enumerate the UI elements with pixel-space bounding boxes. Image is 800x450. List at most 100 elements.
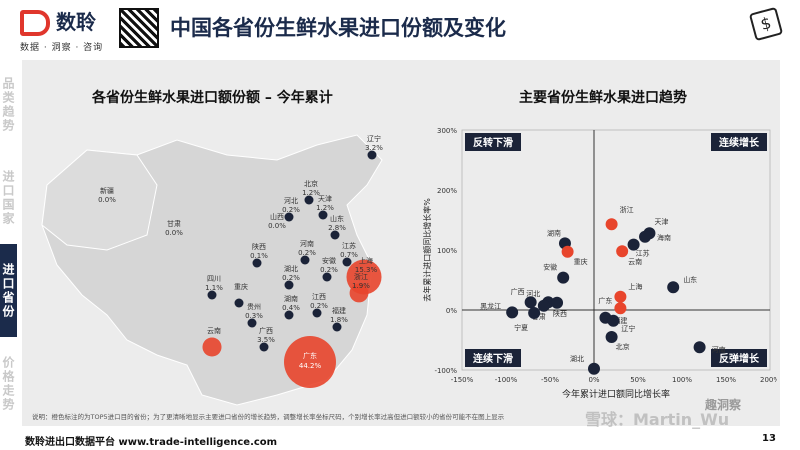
quadrant-label-bottom-right: 反弹增长 [719, 352, 760, 365]
footer: 数聆进出口数据平台 www.trade-intelligence.com 13 [0, 430, 800, 450]
map-label-湖南: 湖南 [284, 294, 298, 303]
x-tick-label: 0% [588, 376, 599, 384]
y-tick-label: 100% [437, 247, 457, 255]
scatter-point-上海 [614, 290, 627, 303]
map-share-广东: 44.2% [299, 362, 322, 370]
map-label-重庆: 重庆 [234, 282, 248, 291]
scatter-point-陕西 [551, 296, 564, 309]
scatter-label-江苏: 江苏 [636, 249, 650, 258]
china-map: 辽宁3.2%北京1.2%天津1.2%河北0.2%山西0.0%山东2.8%江苏0.… [41, 134, 383, 415]
map-dot-北京 [304, 195, 314, 205]
map-share-贵州: 0.3% [245, 312, 263, 320]
map-share-安徽: 0.2% [320, 266, 338, 274]
brand-logo-icon [20, 10, 50, 36]
sidebar-item-category-trend[interactable]: 品类趋势 [0, 58, 17, 151]
x-tick-label: 50% [630, 376, 646, 384]
map-label-福建: 福建 [332, 306, 346, 315]
map-share-新疆: 0.0% [98, 196, 116, 204]
scatter-label-安徽: 安徽 [543, 263, 557, 272]
header: 数聆 数据 · 洞察 · 咨询 中国各省份生鲜水果进口份额及变化 $ [0, 0, 800, 58]
map-share-陕西: 0.1% [250, 252, 268, 260]
scatter-point-辽宁 [607, 314, 620, 327]
x-tick-label: 200% [760, 376, 777, 384]
x-tick-label: 100% [672, 376, 692, 384]
xinjiang-region [41, 149, 158, 251]
map-share-湖南: 0.4% [282, 304, 300, 312]
map-share-山西: 0.0% [268, 222, 286, 230]
scatter-point-安徽 [557, 271, 570, 284]
sidebar-item-import-country[interactable]: 进口国家 [0, 151, 17, 244]
footnote: 说明：橙色标注的为TOP5进口目的省份；为了更清晰地显示主要进口省份的增长趋势，… [32, 413, 505, 421]
scatter-point-江苏 [627, 238, 640, 251]
map-dot-江苏 [342, 257, 352, 267]
scatter-label-黑龙江: 黑龙江 [480, 301, 501, 310]
map-share-山东: 2.8% [328, 224, 346, 232]
map-share-湖北: 0.2% [282, 274, 300, 282]
map-share-北京: 1.2% [302, 189, 320, 197]
scatter-point-黑龙江 [506, 306, 519, 319]
chart-title: 主要省份生鲜水果进口趋势 [519, 90, 687, 106]
map-label-海南: 海南 [265, 414, 279, 415]
y-tick-label: 0% [446, 307, 457, 315]
map-label-陕西: 陕西 [252, 242, 266, 251]
map-dot-广西 [259, 342, 269, 352]
scatter-label-河南: 河南 [712, 345, 726, 354]
map-label-甘肃: 甘肃 [167, 219, 181, 228]
map-label-上海: 上海 [359, 256, 373, 265]
map-dot-福建 [332, 322, 342, 332]
map-dot-湖北 [284, 280, 294, 290]
scatter-label-陕西: 陕西 [553, 309, 567, 318]
map-label-山东: 山东 [330, 214, 344, 223]
sidebar-item-import-province[interactable]: 进口省份 [0, 244, 17, 337]
scatter-label-福建: 福建 [613, 316, 627, 325]
map-label-河北: 河北 [284, 197, 298, 205]
map-label-山西: 山西 [270, 212, 284, 221]
map-dot-重庆 [234, 298, 244, 308]
scatter-point-重庆 [561, 245, 574, 258]
scatter-point-甘肃 [537, 299, 550, 312]
map-label-广西: 广西 [259, 326, 273, 335]
scatter-point-广西 [524, 296, 537, 309]
page-title: 中国各省份生鲜水果进口份额及变化 [170, 16, 506, 40]
x-tick-label: -50% [541, 376, 559, 384]
sidebar-item-price-trend[interactable]: 价格走势 [0, 337, 17, 430]
map-label-安徽: 安徽 [322, 256, 336, 265]
sidebar-item-label: 价格走势 [1, 355, 15, 412]
scatter-label-海南: 海南 [657, 233, 671, 242]
money-icon: $ [748, 6, 784, 42]
plot-frame [461, 129, 771, 371]
scatter-label-上海: 上海 [628, 282, 642, 291]
quadrant-badge-bottom-right [711, 349, 767, 367]
quadrant-badge-top-right [711, 133, 767, 151]
map-share-江西: 0.2% [310, 302, 328, 310]
sidebar: 品类趋势 进口国家 进口省份 价格走势 [0, 58, 22, 430]
map-share-上海: 15.3% [355, 266, 378, 274]
quadrant-badge-bottom-left [465, 349, 521, 367]
scatter-label-山东: 山东 [683, 275, 697, 284]
qr-code-icon [119, 8, 159, 48]
scatter-point-北京 [605, 331, 618, 343]
map-share-浙江: 1.9% [352, 282, 370, 290]
map-share-福建: 1.8% [330, 316, 348, 324]
x-axis-label: 今年累计进口额同比增长率 [562, 388, 670, 400]
map-share-江苏: 0.7% [340, 251, 358, 259]
map-share-四川: 1.1% [205, 284, 223, 292]
map-label-浙江: 浙江 [354, 272, 368, 281]
watermark-text: 雪球：Martin_Wu [585, 410, 730, 429]
x-tick-label: -150% [451, 376, 474, 384]
map-dot-辽宁 [367, 150, 377, 160]
scatter-label-重庆: 重庆 [574, 257, 588, 266]
map-bubble-浙江 [349, 283, 369, 303]
scatter-label-浙江: 浙江 [620, 205, 634, 214]
map-title: 各省份生鲜水果进口额份额 – 今年累计 [92, 90, 333, 106]
scatter-label-广西: 广西 [511, 287, 525, 296]
map-bubble-广东 [284, 336, 336, 388]
map-share-河北: 0.2% [282, 206, 300, 214]
map-dot-山东 [330, 230, 340, 240]
scatter-label-天津: 天津 [654, 218, 668, 226]
y-axis-label: 去年累计进口额同比增长率% [422, 198, 432, 302]
map-label-江苏: 江苏 [342, 241, 356, 250]
map-label-贵州: 贵州 [247, 302, 261, 311]
map-label-四川: 四川 [207, 275, 221, 283]
map-share-广西: 3.5% [257, 336, 275, 344]
